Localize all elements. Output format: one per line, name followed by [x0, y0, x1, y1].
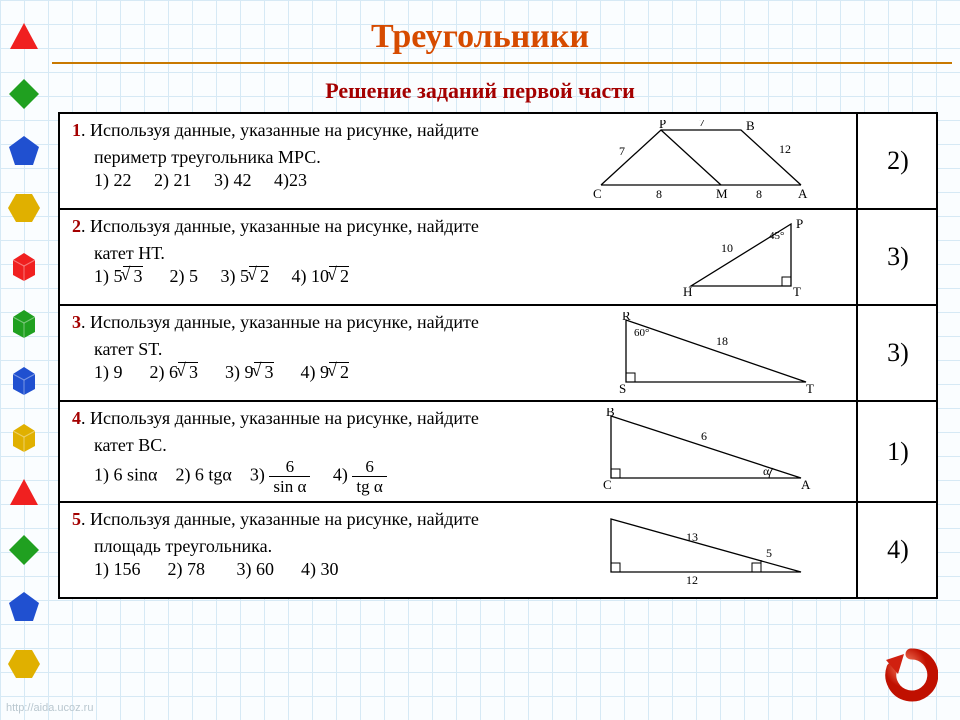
svg-text:P: P — [796, 216, 803, 231]
task-answer: 3) — [857, 305, 937, 401]
svg-text:60°: 60° — [634, 327, 649, 339]
task-number: 2 — [72, 216, 81, 236]
task-row: 1. Используя данные, указанные на рисунк… — [59, 113, 857, 209]
task-text: Используя данные, указанные на рисунке, … — [90, 312, 479, 332]
task-answer: 2) — [857, 113, 937, 209]
svg-text:B: B — [606, 408, 615, 419]
title-underline — [52, 62, 952, 64]
task-number: 5 — [72, 509, 81, 529]
task-text: Используя данные, указанные на рисунке, … — [90, 509, 479, 529]
svg-text:45°: 45° — [769, 230, 784, 242]
svg-text:C: C — [593, 186, 602, 200]
svg-text:5: 5 — [766, 546, 772, 560]
figure-triangle-2: P H T 10 45° — [671, 216, 821, 298]
page-title: Треугольники — [0, 18, 960, 56]
task-number: 3 — [72, 312, 81, 332]
watermark: http://aida.ucoz.ru — [6, 702, 93, 714]
figure-triangle-5: 13 12 5 — [601, 509, 821, 587]
task-answer: 3) — [857, 209, 937, 305]
task-text: Используя данные, указанные на рисунке, … — [90, 120, 479, 140]
svg-text:H: H — [683, 284, 692, 298]
shape-icon — [7, 590, 41, 629]
task-answer: 4) — [857, 502, 937, 598]
shape-icon — [7, 362, 41, 401]
task-number: 4 — [72, 408, 81, 428]
svg-text:12: 12 — [779, 142, 791, 156]
shape-icon — [7, 191, 41, 230]
shape-icon — [7, 134, 41, 173]
svg-text:R: R — [622, 312, 631, 323]
shape-icon — [7, 647, 41, 686]
svg-text:12: 12 — [686, 573, 698, 587]
svg-text:A: A — [801, 477, 811, 490]
shape-icon — [7, 305, 41, 344]
svg-text:P: P — [659, 120, 666, 131]
task-row: 3. Используя данные, указанные на рисунк… — [59, 305, 857, 401]
shape-icon — [7, 533, 41, 572]
svg-text:M: M — [716, 186, 728, 200]
svg-text:T: T — [793, 284, 801, 298]
svg-text:A: A — [798, 186, 808, 200]
svg-text:7: 7 — [699, 120, 705, 129]
svg-text:6: 6 — [701, 429, 707, 443]
svg-text:8: 8 — [756, 187, 762, 200]
task-answer: 1) — [857, 401, 937, 502]
sidebar-shapes — [4, 20, 44, 686]
back-icon[interactable] — [884, 648, 938, 702]
svg-text:B: B — [746, 120, 755, 133]
figure-triangle-3: R S T 60° 18 — [611, 312, 821, 394]
task-row: 4. Используя данные, указанные на рисунк… — [59, 401, 857, 502]
page-subtitle: Решение заданий первой части — [0, 78, 960, 104]
figure-triangle-4: B C A 6 α — [591, 408, 821, 490]
task-number: 1 — [72, 120, 81, 140]
task-row: 2. Используя данные, указанные на рисунк… — [59, 209, 857, 305]
shape-icon — [7, 419, 41, 458]
svg-text:8: 8 — [656, 187, 662, 200]
svg-text:T: T — [806, 381, 814, 394]
svg-text:S: S — [619, 381, 626, 394]
svg-text:C: C — [603, 477, 612, 490]
shape-icon — [7, 476, 41, 515]
task-row: 5. Используя данные, указанные на рисунк… — [59, 502, 857, 598]
svg-text:10: 10 — [721, 241, 733, 255]
task-text: Используя данные, указанные на рисунке, … — [90, 216, 479, 236]
svg-text:7: 7 — [619, 144, 625, 158]
svg-text:13: 13 — [686, 530, 698, 544]
shape-icon — [7, 248, 41, 287]
figure-triangle-1: P B C M A 7 7 12 8 8 — [591, 120, 821, 200]
task-text: Используя данные, указанные на рисунке, … — [90, 408, 479, 428]
tasks-table: 1. Используя данные, указанные на рисунк… — [58, 112, 938, 599]
svg-text:18: 18 — [716, 334, 728, 348]
